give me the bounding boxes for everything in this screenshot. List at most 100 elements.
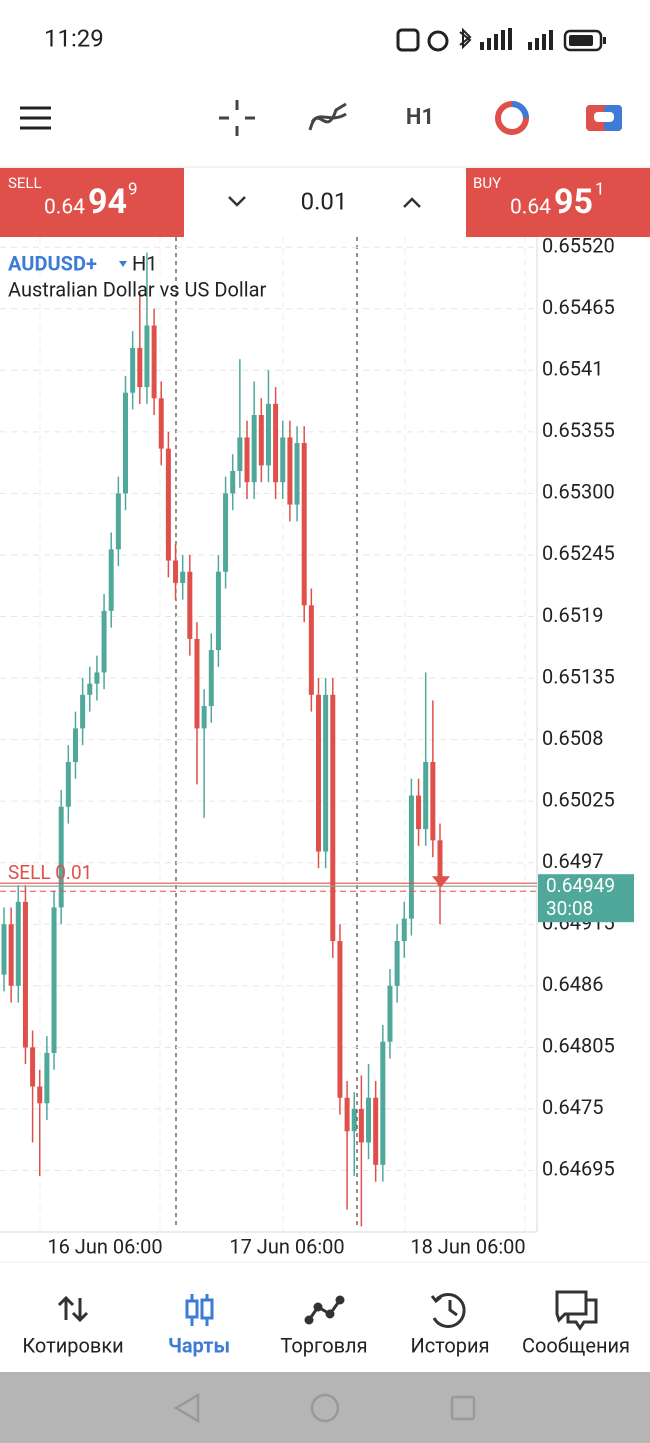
y-tick-label: 0.65025 bbox=[542, 787, 615, 811]
x-tick-label: 17 Jun 06:00 bbox=[229, 1234, 344, 1258]
system-recents[interactable] bbox=[450, 1395, 476, 1421]
candle-body bbox=[101, 610, 107, 673]
sell-label: SELL bbox=[8, 174, 42, 192]
y-tick-label: 0.6541 bbox=[542, 357, 603, 381]
candle-body bbox=[44, 1052, 50, 1104]
y-tick-label: 0.6508 bbox=[542, 726, 603, 750]
nav-label[interactable]: Торговля bbox=[280, 1333, 367, 1357]
y-tick-label: 0.6497 bbox=[542, 849, 603, 873]
candle-body bbox=[394, 941, 400, 986]
candle-body bbox=[280, 437, 286, 483]
y-tick-label: 0.6486 bbox=[542, 972, 603, 996]
candle-body bbox=[30, 1047, 36, 1087]
nav-icon-messages bbox=[555, 1290, 598, 1331]
candle-body bbox=[194, 638, 200, 729]
candle-body bbox=[208, 650, 214, 707]
candle-body bbox=[158, 398, 164, 449]
candle-body bbox=[358, 1108, 364, 1143]
lot-decrease[interactable] bbox=[228, 196, 246, 207]
chart-symbol[interactable]: AUDUSD+ bbox=[8, 251, 97, 275]
system-back[interactable] bbox=[173, 1392, 200, 1424]
candle-body bbox=[173, 560, 179, 583]
candle-body bbox=[265, 403, 271, 466]
candle-body bbox=[58, 806, 64, 908]
candle-body bbox=[258, 415, 264, 466]
chart bbox=[0, 237, 538, 1233]
vertical-grid bbox=[39, 237, 526, 1232]
candle-body bbox=[137, 347, 143, 388]
candle-body bbox=[187, 571, 193, 639]
candle-body bbox=[201, 706, 207, 729]
y-tick-label: 0.65245 bbox=[542, 541, 615, 565]
order-line-label: SELL 0.01 bbox=[8, 861, 92, 884]
candle-body bbox=[115, 493, 121, 550]
candle-body bbox=[165, 448, 171, 561]
candle-body bbox=[22, 901, 28, 1048]
sell-button[interactable] bbox=[0, 168, 184, 237]
system-nav-bar bbox=[0, 1372, 650, 1443]
signals-button[interactable] bbox=[495, 101, 529, 135]
y-tick-label: 0.65465 bbox=[542, 295, 615, 319]
candle-body bbox=[1, 924, 7, 975]
y-tick-label: 0.6519 bbox=[542, 603, 603, 627]
nav-icon-charts bbox=[185, 1294, 214, 1326]
buy-price-big: 95 bbox=[554, 182, 593, 222]
candle-body bbox=[366, 1097, 372, 1143]
candle-body bbox=[423, 761, 429, 830]
candle-body bbox=[123, 392, 129, 494]
candle-body bbox=[51, 907, 57, 1053]
y-tick-label: 0.65300 bbox=[542, 480, 615, 504]
candle-body bbox=[373, 1097, 379, 1165]
current-price-label: 0.64949 bbox=[546, 874, 615, 897]
candle-body bbox=[387, 985, 393, 1042]
status-time: 11:29 bbox=[44, 24, 104, 52]
order-arrow bbox=[432, 876, 450, 888]
nav-icon-history bbox=[430, 1292, 466, 1328]
status-icons bbox=[396, 27, 606, 52]
nav-label-active[interactable]: Чарты bbox=[168, 1333, 230, 1357]
crosshair-button[interactable] bbox=[219, 100, 255, 136]
buy-price-sup: 1 bbox=[595, 179, 605, 199]
system-home[interactable] bbox=[310, 1393, 340, 1423]
trade-button[interactable] bbox=[586, 105, 622, 131]
buy-price-prefix: 0.64 bbox=[510, 196, 551, 220]
candle-body bbox=[251, 415, 257, 483]
nav-icon-quotes bbox=[57, 1295, 89, 1323]
candle-body bbox=[215, 571, 221, 651]
candle-body bbox=[65, 761, 71, 807]
x-tick-label: 16 Jun 06:00 bbox=[47, 1234, 162, 1258]
indicators-button[interactable] bbox=[308, 102, 347, 131]
lot-increase[interactable] bbox=[403, 197, 421, 208]
candle-body bbox=[337, 941, 343, 1098]
sell-price-big: 94 bbox=[88, 182, 127, 222]
symbol-dropdown[interactable] bbox=[119, 261, 127, 267]
candle-body bbox=[330, 694, 336, 942]
candle-body bbox=[315, 694, 321, 852]
y-tick-label: 0.65355 bbox=[542, 418, 615, 442]
nav-label[interactable]: История bbox=[410, 1333, 489, 1357]
candle-body bbox=[80, 694, 86, 729]
candle-body bbox=[301, 443, 307, 606]
lot-size[interactable]: 0.01 bbox=[301, 187, 348, 215]
candle-body bbox=[223, 493, 229, 572]
nav-label[interactable]: Котировки bbox=[22, 1333, 123, 1357]
candle-body bbox=[408, 795, 414, 919]
candle-body bbox=[130, 347, 136, 393]
y-tick-label: 0.64695 bbox=[542, 1157, 615, 1181]
candle-body bbox=[344, 1097, 350, 1132]
chart-timeframe: H1 bbox=[132, 251, 158, 275]
candle-body bbox=[294, 443, 300, 505]
buy-button[interactable] bbox=[466, 168, 650, 237]
nav-label[interactable]: Сообщения bbox=[522, 1333, 630, 1357]
y-tick-label: 0.65520 bbox=[542, 233, 615, 257]
candle-body bbox=[72, 728, 78, 762]
candle-body bbox=[87, 683, 93, 695]
sell-price-sup: 9 bbox=[128, 179, 138, 199]
x-tick-label: 18 Jun 06:00 bbox=[410, 1234, 525, 1258]
candle-body bbox=[273, 403, 279, 483]
menu-button[interactable] bbox=[20, 106, 51, 130]
timeframe-button[interactable]: H1 bbox=[406, 105, 434, 130]
candle-body bbox=[15, 901, 21, 986]
candle-body bbox=[287, 437, 293, 505]
